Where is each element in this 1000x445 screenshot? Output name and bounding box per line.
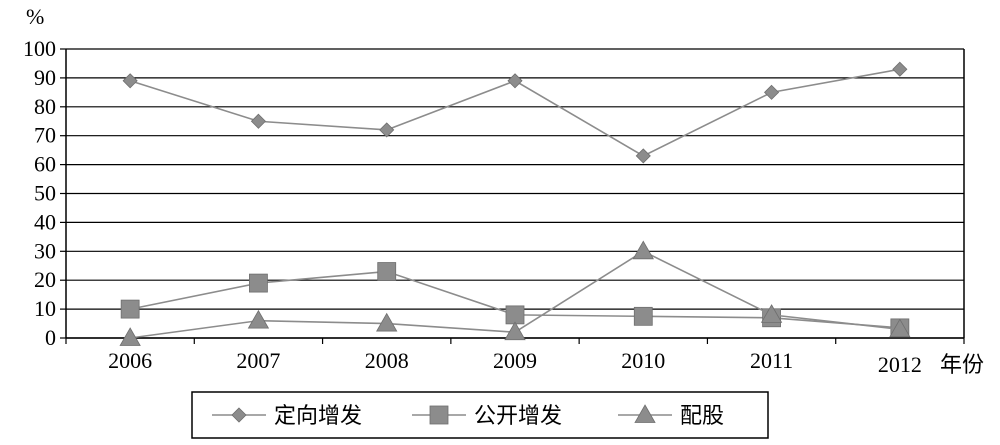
x-tick-labels: 2006 2007 2008 2009 2010 2011 2012: [108, 348, 922, 377]
y-tick-label: 60: [34, 152, 56, 177]
series: [119, 61, 911, 346]
x-tick-label: 2012: [878, 352, 922, 377]
data-point-marker: [249, 273, 268, 293]
y-tick-label: 40: [34, 209, 56, 234]
legend-item: 定向增发: [212, 404, 362, 429]
data-point-marker: [760, 304, 783, 323]
data-point-marker: [892, 61, 908, 77]
data-point-marker: [505, 305, 525, 325]
legend-item: 公开增发: [412, 404, 562, 429]
legend-marker: [231, 407, 247, 423]
y-tick-label: 80: [34, 94, 56, 119]
y-tick-labels: 0 10 20 30 40 50 60 70 80 90 100: [23, 36, 56, 350]
legend-items: 定向增发 公开增发 配股: [212, 404, 724, 429]
y-tick-label: 20: [34, 267, 56, 292]
data-point-marker: [119, 327, 141, 346]
legend-label: 公开增发: [474, 404, 562, 429]
legend: 定向增发 公开增发 配股: [191, 391, 769, 439]
data-point-marker: [635, 148, 651, 164]
data-point-marker: [377, 262, 397, 281]
y-tick-label: 10: [34, 296, 56, 321]
legend-label: 定向增发: [274, 404, 362, 429]
y-tick-label: 50: [34, 181, 56, 206]
data-point-marker: [633, 306, 653, 326]
data-point-marker: [250, 113, 266, 129]
y-axis-unit: %: [26, 4, 44, 29]
legend-label: 配股: [680, 404, 724, 429]
data-point-marker: [764, 84, 780, 100]
data-point-marker: [632, 240, 654, 260]
data-point-marker: [120, 299, 140, 319]
y-tick-label: 70: [34, 123, 56, 148]
grid-lines: [66, 48, 964, 339]
data-point-marker: [507, 73, 523, 89]
x-tick-label: 2010: [621, 348, 665, 373]
data-point-marker: [122, 73, 138, 89]
y-tick-label: 30: [34, 238, 56, 263]
legend-marker: [429, 405, 449, 425]
legend-marker: [634, 404, 656, 423]
y-tick-label: 90: [34, 65, 56, 90]
x-tick-label: 2008: [365, 348, 409, 373]
x-tick-label: 2007: [236, 348, 280, 373]
data-point-marker: [376, 312, 398, 332]
x-tick-label: 2011: [750, 348, 793, 373]
data-point-marker: [504, 321, 526, 341]
y-tick-label: 0: [45, 325, 56, 350]
series-1: [122, 61, 908, 164]
series-3: [119, 240, 911, 346]
data-point-marker: [247, 309, 270, 329]
data-point-marker: [379, 122, 395, 138]
x-tick-label: 2009: [493, 348, 537, 373]
x-axis-unit: 年份: [940, 352, 984, 377]
y-tick-label: 100: [23, 36, 56, 61]
axes: [60, 48, 965, 344]
data-point-marker: [889, 318, 911, 338]
legend-item: 配股: [618, 404, 724, 429]
x-tick-label: 2006: [108, 348, 152, 373]
